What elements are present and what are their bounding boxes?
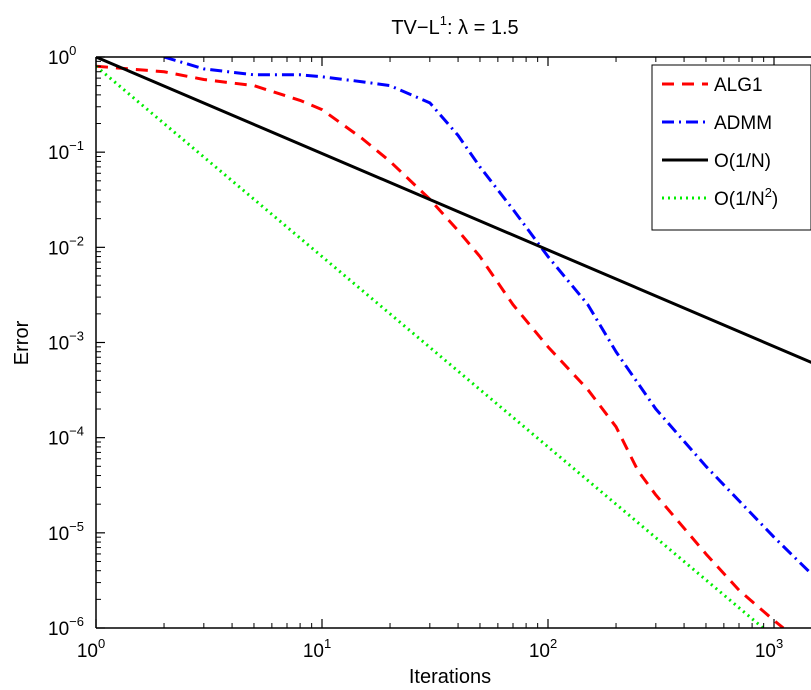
x-axis-label: Iterations bbox=[409, 666, 491, 688]
y-tick-label-6: 10−6 bbox=[48, 614, 84, 640]
x-tick-base-2: 10 bbox=[529, 641, 550, 662]
y-tick-base-5: 10 bbox=[48, 524, 69, 545]
series-layer bbox=[96, 57, 811, 628]
legend-label-sup-o1n2: 2 bbox=[765, 185, 772, 200]
x-tick-exp-2: 2 bbox=[550, 636, 557, 651]
series-line-alg1 bbox=[96, 64, 785, 628]
series-line-o1n bbox=[96, 57, 811, 364]
legend-label-text-o1n2: O(1/N bbox=[714, 189, 765, 210]
x-tick-exp-0: 0 bbox=[98, 636, 105, 651]
chart-title-prefix: TV−L bbox=[391, 17, 439, 39]
y-tick-exp-5: −5 bbox=[69, 519, 84, 534]
y-tick-base-4: 10 bbox=[48, 429, 69, 450]
legend-label-alg1: ALG1 bbox=[714, 75, 763, 96]
legend-label-after-o1n2: ) bbox=[772, 189, 778, 210]
series-line-admm bbox=[163, 57, 811, 576]
y-tick-exp-6: −6 bbox=[69, 614, 84, 629]
x-tick-label-2: 102 bbox=[529, 636, 557, 662]
x-tick-base-3: 10 bbox=[755, 641, 776, 662]
y-tick-base-2: 10 bbox=[48, 238, 69, 259]
x-tick-base-1: 10 bbox=[303, 641, 324, 662]
x-tick-label-3: 103 bbox=[755, 636, 783, 662]
y-tick-label-3: 10−3 bbox=[48, 329, 84, 355]
legend-label-text-alg1: ALG1 bbox=[714, 75, 763, 96]
y-tick-label-4: 10−4 bbox=[48, 424, 84, 450]
x-tick-label-1: 101 bbox=[303, 636, 331, 662]
legend-label-text-admm: ADMM bbox=[714, 113, 772, 134]
y-tick-base-1: 10 bbox=[48, 143, 69, 164]
y-tick-label-0: 100 bbox=[48, 43, 76, 69]
y-tick-label-2: 10−2 bbox=[48, 233, 84, 259]
x-tick-exp-1: 1 bbox=[324, 636, 331, 651]
legend-label-admm: ADMM bbox=[714, 113, 772, 134]
y-tick-label-5: 10−5 bbox=[48, 519, 84, 545]
legend-box bbox=[651, 64, 811, 231]
x-tick-base-0: 10 bbox=[77, 641, 98, 662]
chart-title-superscript: 1 bbox=[440, 13, 447, 28]
y-tick-exp-0: 0 bbox=[69, 43, 76, 58]
x-tick-label-0: 100 bbox=[77, 636, 105, 662]
y-tick-exp-2: −2 bbox=[69, 233, 84, 248]
chart-title: TV−L1: λ = 1.5 bbox=[391, 13, 518, 39]
legend-label-o1n2: O(1/N2) bbox=[714, 185, 778, 210]
y-tick-base-0: 10 bbox=[48, 48, 69, 69]
y-axis-label: Error bbox=[11, 320, 33, 365]
x-tick-exp-3: 3 bbox=[776, 636, 783, 651]
legend-label-text-o1n: O(1/N) bbox=[714, 151, 771, 172]
y-tick-base-6: 10 bbox=[48, 619, 69, 640]
y-tick-exp-3: −3 bbox=[69, 329, 84, 344]
legend-label-o1n: O(1/N) bbox=[714, 151, 771, 172]
chart-title-suffix: : λ = 1.5 bbox=[447, 17, 519, 39]
y-tick-exp-1: −1 bbox=[69, 138, 84, 153]
y-tick-exp-4: −4 bbox=[69, 424, 84, 439]
y-tick-base-3: 10 bbox=[48, 334, 69, 355]
series-line-o1n2 bbox=[96, 65, 766, 628]
y-tick-label-1: 10−1 bbox=[48, 138, 84, 164]
